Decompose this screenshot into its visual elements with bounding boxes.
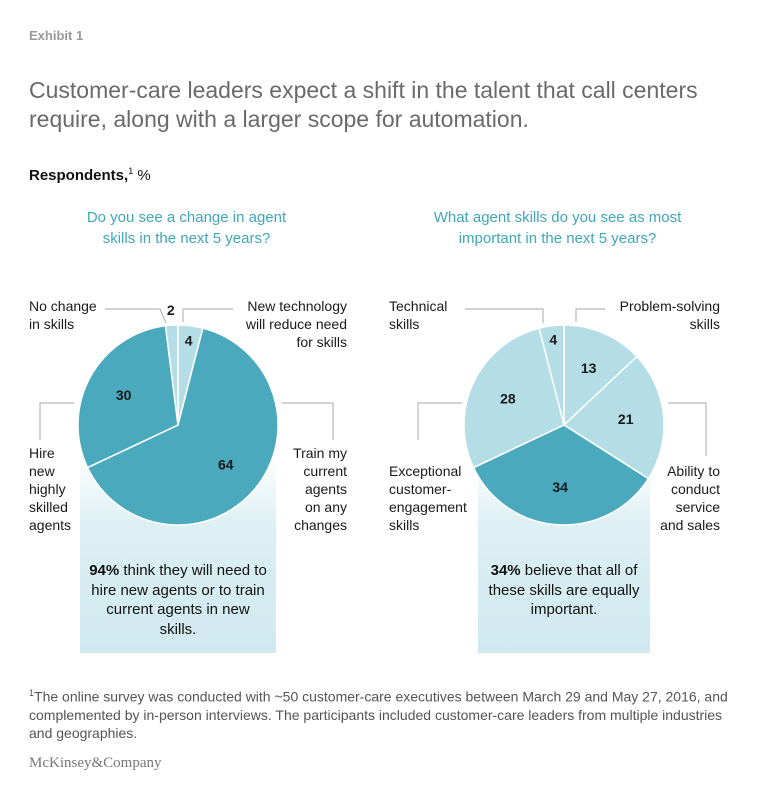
label-ability: Ability to conduct service and sales: [640, 462, 720, 534]
pie-value-label-4: 4: [549, 332, 557, 348]
pie-slice-1: [86, 327, 279, 526]
label-line: changes: [294, 517, 347, 533]
pie-value-label-0: 4: [185, 333, 193, 349]
pie-slice-3: [164, 324, 179, 426]
brand-logo: McKinsey&Company: [29, 755, 162, 771]
pie-value-label-2: 30: [116, 387, 132, 403]
label-line: agents: [304, 481, 347, 497]
respondents-text: Respondents,: [29, 167, 129, 184]
left-pie: 4 64 30 2: [77, 302, 279, 526]
label-line: Train my: [293, 445, 347, 461]
label-line: Hire: [29, 445, 55, 461]
respondents-unit: %: [137, 167, 151, 184]
label-line: skills: [389, 316, 420, 332]
pie-slice-2: [77, 324, 179, 469]
label-new-tech: New technology will reduce need for skil…: [200, 297, 347, 351]
pie-slice-4: [538, 324, 565, 426]
right-question-line-1: What agent skills do you see as most: [433, 209, 682, 226]
label-line: current: [303, 463, 347, 479]
label-line: Ability to: [667, 463, 720, 479]
leader-ability: [668, 402, 707, 456]
label-line: highly: [29, 481, 66, 497]
right-callout: 34% believe that all of these skills are…: [486, 561, 642, 620]
pie-value-label-3: 28: [500, 391, 516, 407]
label-line: New technology: [247, 298, 347, 314]
pie-slice-3: [463, 327, 565, 469]
label-line: engagement: [389, 499, 467, 515]
left-question-line-1: Do you see a change in agent: [86, 209, 287, 226]
label-line: No change: [29, 298, 97, 314]
respondents-sup: 1: [128, 166, 134, 176]
right-pie: 13 21 34 28 4: [463, 324, 665, 526]
label-line: in skills: [29, 316, 75, 332]
left-callout-bold: 94%: [89, 562, 120, 579]
label-line: on any: [304, 499, 347, 515]
left-question: Do you see a change in agent skills in t…: [29, 207, 344, 249]
label-train: Train my current agents on any changes: [280, 444, 347, 534]
leader-technical: [465, 308, 544, 323]
leader-problem: [575, 308, 605, 322]
label-no-change: No change in skills: [29, 297, 97, 333]
label-line: Technical: [389, 298, 448, 314]
right-callout-bold: 34%: [490, 562, 521, 579]
leader-lines: [39, 308, 707, 456]
footnote-sup: 1: [29, 688, 35, 698]
right-question: What agent skills do you see as most imp…: [400, 207, 715, 249]
right-callout-text: believe that all of these skills are equ…: [488, 562, 640, 618]
chart-title: Customer-care leaders expect a shift in …: [29, 77, 698, 132]
label-line: for skills: [296, 334, 347, 350]
footnote-text: The online survey was conducted with ~50…: [29, 688, 728, 741]
pie-slice-0: [563, 324, 638, 427]
respondents-label: Respondents,1 %: [29, 166, 151, 184]
footnote: 1The online survey was conducted with ~5…: [29, 684, 729, 742]
leader-hire: [39, 402, 74, 440]
right-question-line-2: important in the next 5 years?: [458, 230, 657, 247]
exhibit-label: Exhibit 1: [29, 28, 84, 43]
pie-value-label-1: 64: [218, 457, 234, 473]
pie-value-label-2: 34: [552, 479, 568, 495]
leader-no-change: [105, 308, 167, 324]
label-problem-solving: Problem-solving skills: [600, 297, 720, 333]
label-line: Exceptional: [389, 463, 462, 479]
pie-slice-2: [472, 424, 650, 526]
label-line: service: [675, 499, 720, 515]
left-callout-text: think they will need to hire new agents …: [91, 562, 267, 638]
label-line: and sales: [660, 517, 720, 533]
label-line: will reduce need: [245, 316, 347, 332]
label-exceptional: Exceptional customer- engagement skills: [389, 462, 467, 534]
leader-exceptional: [417, 402, 462, 440]
pie-value-label-1: 21: [618, 411, 634, 427]
label-line: agents: [29, 517, 72, 533]
pie-slice-1: [562, 355, 665, 480]
leader-train: [282, 402, 334, 440]
label-technical: Technical skills: [389, 297, 447, 333]
label-line: skills: [689, 316, 720, 332]
leader-new-tech: [182, 308, 233, 322]
pie-value-label-3: 2: [167, 302, 175, 318]
label-line: conduct: [670, 481, 720, 497]
pie-value-label-0: 13: [581, 360, 597, 376]
label-line: skills: [389, 517, 420, 533]
left-callout: 94% think they will need to hire new age…: [88, 561, 268, 639]
left-question-line-2: skills in the next 5 years?: [102, 230, 271, 247]
label-line: new: [29, 463, 55, 479]
label-hire: Hire new highly skilled agents: [29, 444, 71, 534]
label-line: Problem-solving: [619, 298, 720, 314]
label-line: customer-: [389, 481, 452, 497]
label-line: skilled: [29, 499, 68, 515]
